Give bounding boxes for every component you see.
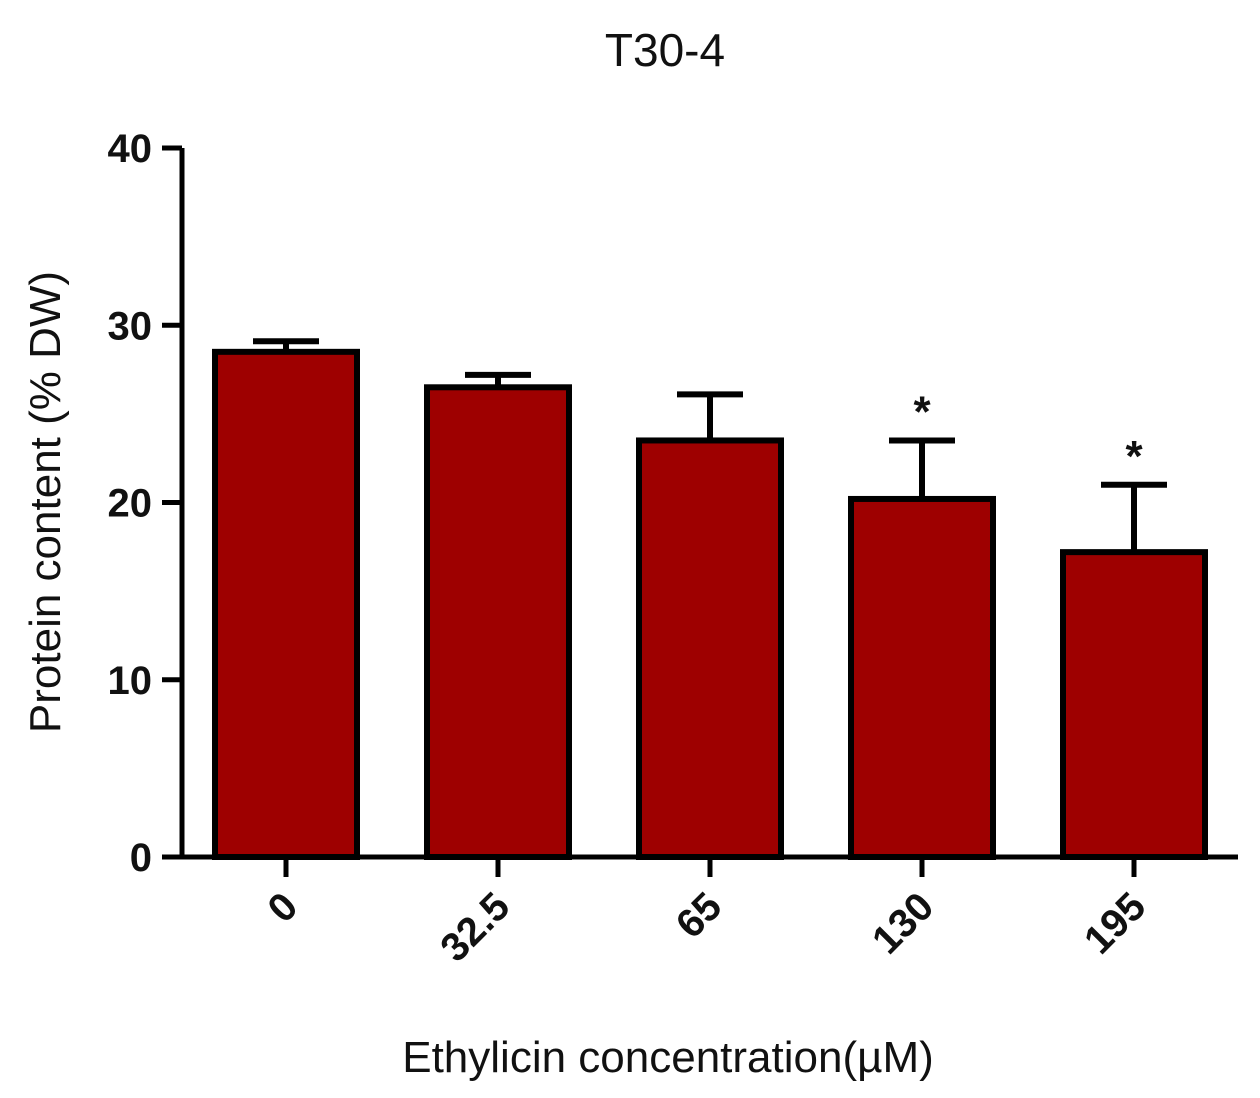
significance-mark: *	[913, 387, 931, 436]
y-tick-label: 10	[108, 659, 153, 703]
bar	[424, 384, 572, 860]
bar	[212, 348, 360, 860]
x-axis-label: Ethylicin concentration(µM)	[402, 1033, 934, 1082]
y-tick-label: 40	[108, 127, 153, 171]
bar	[636, 437, 784, 860]
plot-area: 0 32.5 65 * 130 * 195 0 10 20 30 40	[108, 127, 1238, 970]
y-tick-label: 20	[108, 482, 153, 526]
y-tick-label: 30	[108, 304, 153, 348]
significance-mark: *	[1125, 432, 1143, 481]
y-tick-label: 0	[130, 836, 152, 880]
x-tick-label: 32.5	[432, 884, 518, 970]
x-tick-label: 65	[668, 884, 731, 947]
y-axis-label: Protein content (% DW)	[21, 271, 70, 733]
x-tick-label: 0	[260, 884, 307, 931]
x-tick-label: 130	[864, 884, 942, 962]
chart-title: T30-4	[605, 24, 725, 76]
x-tick-label: 195	[1076, 884, 1154, 962]
bar	[848, 495, 996, 860]
bar	[1060, 549, 1208, 860]
